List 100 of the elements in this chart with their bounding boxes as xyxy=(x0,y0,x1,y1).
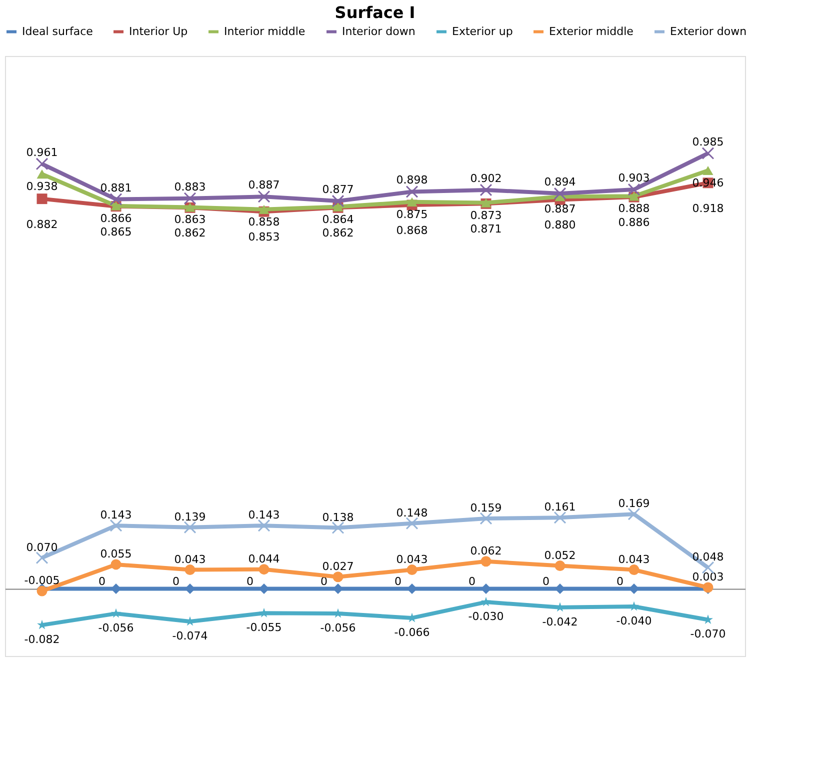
data-label: 0.044 xyxy=(248,552,280,566)
data-label: 0 xyxy=(172,574,180,588)
point xyxy=(258,564,270,575)
data-label: 0 xyxy=(394,574,402,588)
point xyxy=(110,559,122,570)
data-label: 0 xyxy=(320,574,328,588)
data-label: 0 xyxy=(246,574,254,588)
data-label: 0.003 xyxy=(692,570,724,584)
legend-label: Interior middle xyxy=(224,24,306,38)
point xyxy=(628,508,640,520)
chart-title: Surface I xyxy=(334,3,416,22)
data-label: 0.052 xyxy=(544,548,576,562)
data-label: 0.883 xyxy=(174,180,206,194)
data-label: 0 xyxy=(468,574,476,588)
data-label: -0.055 xyxy=(246,621,282,634)
data-label: -0.042 xyxy=(542,615,578,628)
data-label: -0.056 xyxy=(98,622,134,635)
data-label: 0.868 xyxy=(396,224,428,238)
legend-label: Interior down xyxy=(342,24,416,38)
data-label: 0.138 xyxy=(322,510,354,524)
data-label: 0.858 xyxy=(248,215,280,228)
data-label: 0.886 xyxy=(618,216,650,230)
data-label: 0.862 xyxy=(322,226,354,240)
data-label: 0.159 xyxy=(470,501,502,514)
point xyxy=(258,204,270,214)
data-label: -0.082 xyxy=(24,633,60,646)
data-label: 0.873 xyxy=(470,208,502,222)
data-label: 0.877 xyxy=(322,183,354,196)
data-label: 0.853 xyxy=(248,230,280,244)
data-label: -0.074 xyxy=(172,630,208,643)
legend-label: Ideal surface xyxy=(22,24,94,38)
data-label: -0.066 xyxy=(394,626,430,639)
data-label: -0.030 xyxy=(468,610,504,624)
data-label: -0.070 xyxy=(690,628,726,641)
data-label: 0.864 xyxy=(322,212,354,226)
data-label: -0.056 xyxy=(320,622,356,635)
data-label: 0 xyxy=(98,574,106,588)
point xyxy=(628,183,640,196)
point xyxy=(185,616,195,626)
point xyxy=(480,556,492,567)
data-label: 0.055 xyxy=(100,547,132,560)
point xyxy=(480,512,492,525)
data-label: 0.143 xyxy=(248,508,280,522)
data-label: 0.985 xyxy=(692,135,724,148)
point xyxy=(628,564,640,576)
point xyxy=(629,601,639,611)
data-label: 0.043 xyxy=(174,552,206,566)
data-label: 0.903 xyxy=(618,172,650,185)
point xyxy=(332,572,344,582)
data-label: 0.887 xyxy=(544,202,576,216)
data-label: -0.040 xyxy=(616,614,652,628)
point xyxy=(36,170,48,179)
point xyxy=(258,190,270,203)
data-label: 0.863 xyxy=(174,213,206,226)
data-label: 0.888 xyxy=(618,202,650,216)
point xyxy=(37,620,47,630)
data-label: 0.961 xyxy=(26,146,58,159)
data-label: 0.938 xyxy=(26,180,58,194)
data-label: 0.881 xyxy=(100,181,132,194)
point xyxy=(184,521,196,534)
data-label: 0.043 xyxy=(396,552,428,566)
data-label: 0 xyxy=(542,574,550,588)
point xyxy=(259,608,269,618)
data-label: 0.880 xyxy=(544,218,576,232)
data-label: 0.062 xyxy=(470,544,502,558)
data-label: 0.918 xyxy=(692,202,724,215)
point xyxy=(333,608,343,618)
legend-label: Exterior middle xyxy=(549,24,634,38)
data-label: 0.143 xyxy=(100,508,132,522)
point xyxy=(406,186,418,198)
point xyxy=(184,564,196,576)
data-label: 0.148 xyxy=(396,506,428,520)
data-label: 0.887 xyxy=(248,178,280,192)
data-label: 0.043 xyxy=(618,552,650,566)
data-label: 0.894 xyxy=(544,176,576,189)
data-label: 0.902 xyxy=(470,172,502,185)
data-label: 0 xyxy=(616,574,624,588)
data-label: 0.027 xyxy=(322,560,354,573)
data-label: 0.866 xyxy=(100,212,132,225)
point xyxy=(702,147,714,160)
point xyxy=(111,608,121,618)
data-label: 0.139 xyxy=(174,510,206,524)
point xyxy=(184,192,196,205)
point xyxy=(406,197,418,206)
point xyxy=(406,517,418,530)
data-label: 0.161 xyxy=(544,500,576,514)
point xyxy=(407,612,417,622)
data-label: 0.070 xyxy=(26,540,58,554)
legend-label: Exterior down xyxy=(670,24,747,38)
point xyxy=(406,564,418,576)
data-label: 0.898 xyxy=(396,174,428,187)
legend-label: Interior Up xyxy=(129,24,188,38)
data-label: 0.882 xyxy=(26,218,58,231)
point xyxy=(110,193,122,206)
point xyxy=(36,158,48,170)
point xyxy=(258,519,270,532)
data-label: 0.871 xyxy=(470,222,502,236)
point xyxy=(703,614,713,624)
point xyxy=(332,194,344,208)
point xyxy=(36,194,48,204)
